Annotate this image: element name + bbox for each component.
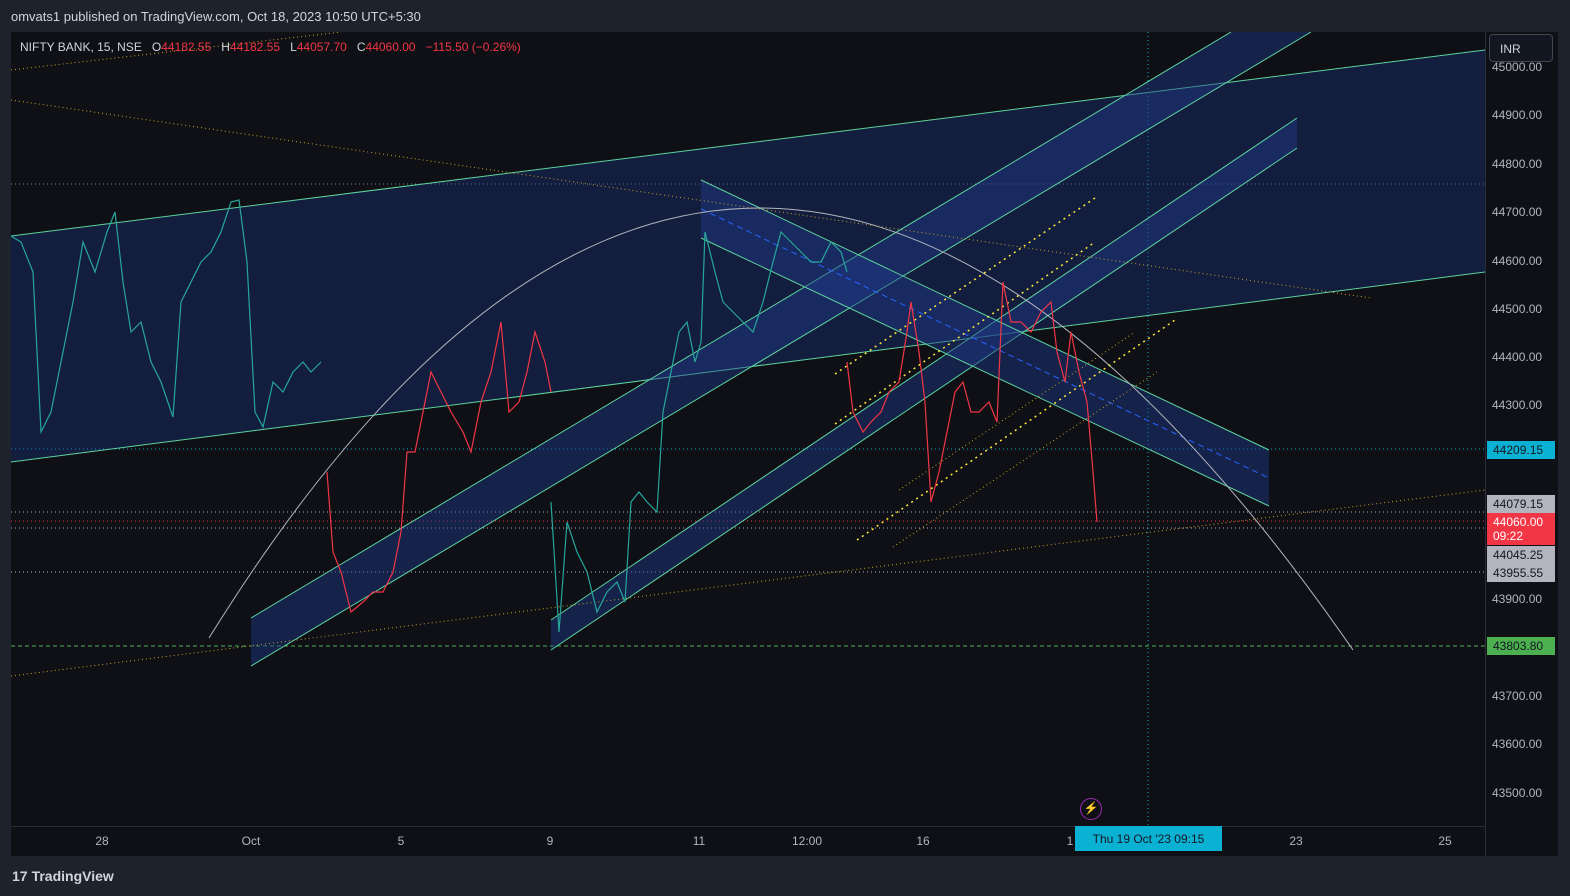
footer-bar [0,856,1570,896]
time-tick: 28 [95,834,109,848]
chart-drawing-canvas [11,32,1485,826]
arc-curve [208,207,1354,651]
time-tick: 12:00 [791,834,823,848]
high-value: 44182.55 [229,40,281,54]
close-label: C [356,40,366,54]
low-value: 44057.70 [296,40,347,54]
crosshair-date-label: Thu 19 Oct '23 09:15 [1075,826,1222,851]
tradingview-logo-icon: 17 [12,868,28,884]
time-axis[interactable] [11,826,1485,857]
symbol-text[interactable]: NIFTY BANK, 15, NSE [20,40,142,54]
top-bar: omvats1 published on TradingView.com, Oc… [0,0,1570,32]
wide-channel [11,50,1485,462]
time-tick: 11 [692,834,706,848]
price-tick: 44700.00 [1492,205,1543,219]
time-tick: 5 [397,834,405,848]
price-line-segment-1 [11,199,322,435]
rising-channel-2 [551,118,1297,650]
tradingview-logo[interactable]: 17 TradingView [12,868,114,884]
time-tick: 1 [1066,834,1074,848]
level-43955-label[interactable]: 43955.55 [1487,564,1555,582]
open-value: 44182.55 [161,40,212,54]
published-by-text: omvats1 published on TradingView.com, Oc… [11,9,421,24]
wide-channel-top [11,49,1485,237]
price-tick: 44400.00 [1492,350,1543,364]
low-label: L [290,40,297,54]
change-value: −115.50 (−0.26%) [425,40,521,54]
time-tick: 16 [916,834,930,848]
price-tick: 43500.00 [1492,786,1543,800]
price-tick: 44800.00 [1492,157,1543,171]
price-tick: 43700.00 [1492,689,1543,703]
level-44045-label[interactable]: 44045.25 [1487,546,1555,564]
last-price-value: 44060.00 [1493,515,1544,529]
lightning-bolt-icon[interactable]: ⚡ [1080,798,1102,820]
price-tick: 44600.00 [1492,254,1543,268]
ohlc-legend: NIFTY BANK, 15, NSE O44182.55 H44182.55 … [20,40,521,54]
wide-channel-bottom [11,271,1485,463]
high-label: H [221,40,230,54]
time-tick: 9 [546,834,554,848]
price-line-segment-3 [550,230,848,633]
time-tick: 23 [1289,834,1303,848]
chart-pane[interactable]: NIFTY BANK, 15, NSE O44182.55 H44182.55 … [11,32,1485,856]
price-tick: 45000.00 [1492,60,1543,74]
price-line-segment-2 [326,321,552,614]
time-tick: 25 [1438,834,1452,848]
level-43803-label[interactable]: 43803.80 [1487,637,1555,655]
open-label: O [151,40,162,54]
bar-countdown: 09:22 [1493,529,1524,543]
currency-button[interactable]: INR [1489,34,1553,62]
close-value: 44060.00 [365,40,416,54]
level-44079-label[interactable]: 44079.15 [1487,495,1555,513]
price-tick: 43900.00 [1492,592,1543,606]
time-tick: Oct [241,834,261,848]
price-tick: 44500.00 [1492,302,1543,316]
price-line-segment-4 [846,281,1098,523]
price-tick: 44300.00 [1492,398,1543,412]
level-44209-label[interactable]: 44209.15 [1487,441,1555,459]
price-tick: 44900.00 [1492,108,1543,122]
tradingview-brand-text: TradingView [31,868,114,884]
price-tick: 43600.00 [1492,737,1543,751]
last-price-label[interactable]: 44060.00 09:22 [1487,513,1555,545]
